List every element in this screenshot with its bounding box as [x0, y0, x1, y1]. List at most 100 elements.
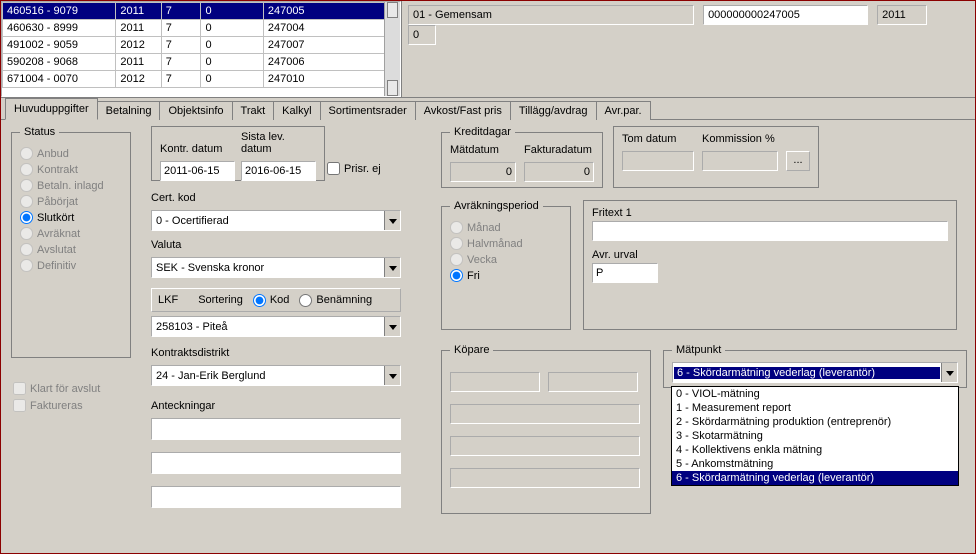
legend-avrakningsperiod: Avräkningsperiod: [450, 200, 543, 212]
legend-matpunkt: Mätpunkt: [672, 344, 725, 356]
input-kopare-d[interactable]: [450, 436, 640, 456]
chevron-down-icon: [941, 363, 957, 382]
table-cell: 7: [161, 3, 201, 20]
select-lkf[interactable]: 258103 - Piteå: [151, 316, 401, 337]
radio-vecka[interactable]: Vecka: [450, 253, 562, 266]
input-kopare-b[interactable]: [548, 372, 638, 392]
label-fakturadatum: Fakturadatum: [524, 144, 594, 156]
radio-sort-kod[interactable]: Kod: [253, 294, 290, 307]
select-cert-kod[interactable]: 0 - Ocertifierad: [151, 210, 401, 231]
input-tom-datum[interactable]: [622, 151, 694, 171]
dropdown-option[interactable]: 4 - Kollektivens enkla mätning: [672, 443, 958, 457]
table-row[interactable]: 460630 - 8999201170247004: [3, 20, 400, 37]
radio-avraknat[interactable]: Avräknat: [20, 227, 122, 240]
grid-scrollbar[interactable]: [384, 2, 400, 96]
select-valuta[interactable]: SEK - Svenska kronor: [151, 257, 401, 278]
select-kontraktsdistrikt[interactable]: 24 - Jan-Erik Berglund: [151, 365, 401, 386]
fieldset-fritext: Fritext 1 Avr. urval P: [583, 200, 957, 330]
dropdown-option[interactable]: 0 - VIOL-mätning: [672, 387, 958, 401]
table-cell: 7: [161, 54, 201, 71]
input-matdatum[interactable]: 0: [450, 162, 516, 182]
radio-manad[interactable]: Månad: [450, 221, 562, 234]
chevron-down-icon: [384, 258, 400, 277]
tab-bar: HuvuduppgifterBetalningObjektsinfoTraktK…: [1, 98, 975, 120]
fieldset-kopare: Köpare: [441, 344, 651, 514]
check-klart-for-avslut[interactable]: Klart för avslut: [13, 382, 100, 395]
dropdown-option[interactable]: 5 - Ankomstmätning: [672, 457, 958, 471]
input-fakturadatum[interactable]: 0: [524, 162, 594, 182]
input-kommission[interactable]: [702, 151, 778, 171]
table-cell: 460516 - 9079: [3, 3, 116, 20]
tab-avr-par-[interactable]: Avr.par.: [596, 101, 651, 120]
dropdown-option[interactable]: 2 - Skördarmätning produktion (entrepren…: [672, 415, 958, 429]
legend-status: Status: [20, 126, 59, 138]
tab-kalkyl[interactable]: Kalkyl: [273, 101, 320, 120]
lkf-sort-bar: LKF Sortering Kod Benämning: [151, 288, 401, 312]
table-cell: 0: [201, 37, 263, 54]
label-kommission: Kommission %: [702, 133, 778, 145]
input-kopare-e[interactable]: [450, 468, 640, 488]
chevron-down-icon: [384, 211, 400, 230]
input-avr-urval[interactable]: P: [592, 263, 658, 283]
dropdown-option[interactable]: 3 - Skotarmätning: [672, 429, 958, 443]
input-anteckningar-1[interactable]: [151, 418, 401, 440]
dropdown-option[interactable]: 1 - Measurement report: [672, 401, 958, 415]
radio-halvmanad[interactable]: Halvmånad: [450, 237, 562, 250]
input-kopare-a[interactable]: [450, 372, 540, 392]
radio-anbud[interactable]: Anbud: [20, 147, 122, 160]
radio-paborjat[interactable]: Påbörjat: [20, 195, 122, 208]
check-faktureras[interactable]: Faktureras: [13, 399, 100, 412]
table-cell: 671004 - 0070: [3, 71, 116, 88]
radio-fri[interactable]: Fri: [450, 269, 562, 282]
radio-betaln-inlagd[interactable]: Betaln. inlagd: [20, 179, 122, 192]
table-row[interactable]: 491002 - 9059201270247007: [3, 37, 400, 54]
label-tom-datum: Tom datum: [622, 133, 694, 145]
table-cell: 0: [201, 54, 263, 71]
dropdown-option[interactable]: 6 - Skördarmätning vederlag (leverantör): [672, 471, 958, 485]
table-cell: 2012: [116, 37, 161, 54]
tab-avkost-fast-pris[interactable]: Avkost/Fast pris: [415, 101, 511, 120]
radio-kontrakt[interactable]: Kontrakt: [20, 163, 122, 176]
tab-huvuduppgifter[interactable]: Huvuduppgifter: [5, 98, 98, 120]
header-number[interactable]: 000000000247005: [703, 5, 868, 25]
input-kopare-c[interactable]: [450, 404, 640, 424]
table-cell: 247010: [263, 71, 399, 88]
button-kommission-dots[interactable]: ...: [786, 151, 810, 171]
table-cell: 2011: [116, 54, 161, 71]
chevron-down-icon: [384, 317, 400, 336]
legend-kopare: Köpare: [450, 344, 493, 356]
label-cert-kod: Cert. kod: [151, 192, 401, 204]
input-anteckningar-3[interactable]: [151, 486, 401, 508]
record-grid[interactable]: 460516 - 9079201170247005460630 - 899920…: [1, 1, 401, 97]
check-prisr-ej[interactable]: Prisr. ej: [327, 162, 381, 175]
tab-sortimentsrader[interactable]: Sortimentsrader: [320, 101, 416, 120]
table-cell: 2011: [116, 3, 161, 20]
tab-objektsinfo[interactable]: Objektsinfo: [159, 101, 232, 120]
input-fritext1[interactable]: [592, 221, 948, 241]
table-row[interactable]: 590208 - 9068201170247006: [3, 54, 400, 71]
radio-definitiv[interactable]: Definitiv: [20, 259, 122, 272]
tab-betalning[interactable]: Betalning: [97, 101, 161, 120]
dropdown-matpunkt-list[interactable]: 0 - VIOL-mätning1 - Measurement report2 …: [671, 386, 959, 486]
fieldset-kreditdagar: Kreditdagar Mätdatum 0 Fakturadatum 0: [441, 126, 603, 188]
tab-till-gg-avdrag[interactable]: Tillägg/avdrag: [510, 101, 597, 120]
input-kontr-datum[interactable]: 2011-06-15: [160, 161, 235, 181]
label-kontraktsdistrikt: Kontraktsdistrikt: [151, 347, 401, 359]
label-kontr-datum: Kontr. datum: [160, 143, 235, 155]
legend-kreditdagar: Kreditdagar: [450, 126, 515, 138]
table-row[interactable]: 460516 - 9079201170247005: [3, 3, 400, 20]
table-cell: 247007: [263, 37, 399, 54]
table-cell: 590208 - 9068: [3, 54, 116, 71]
table-cell: 247005: [263, 3, 399, 20]
radio-sort-benamning[interactable]: Benämning: [299, 294, 372, 307]
fieldset-dates: Kontr. datum 2011-06-15 Sista lev. datum…: [151, 126, 325, 181]
radio-slutkort[interactable]: Slutkört: [20, 211, 122, 224]
table-cell: 491002 - 9059: [3, 37, 116, 54]
select-matpunkt[interactable]: 6 - Skördarmätning vederlag (leverantör): [672, 362, 958, 383]
input-sista-lev-datum[interactable]: 2016-06-15: [241, 161, 316, 181]
table-row[interactable]: 671004 - 0070201270247010: [3, 71, 400, 88]
tab-trakt[interactable]: Trakt: [232, 101, 275, 120]
input-anteckningar-2[interactable]: [151, 452, 401, 474]
radio-avslutat[interactable]: Avslutat: [20, 243, 122, 256]
label-sortering: Sortering: [198, 294, 243, 306]
